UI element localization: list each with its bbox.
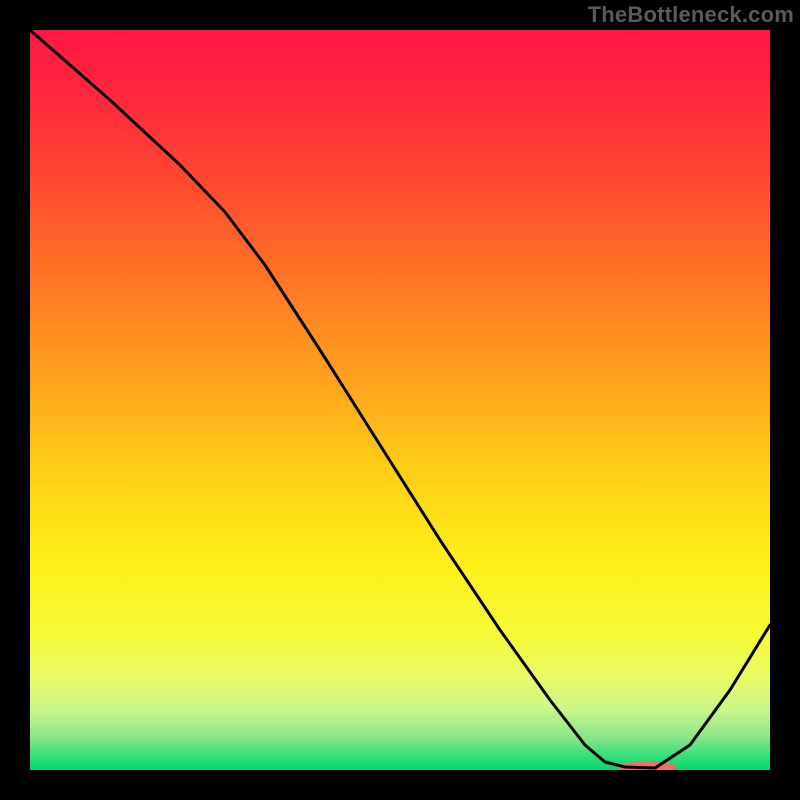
- chart-frame: TheBottleneck.com: [0, 0, 800, 800]
- bottleneck-curve-chart: [30, 30, 770, 770]
- plot-area: [30, 30, 770, 770]
- heat-gradient-background: [30, 30, 770, 770]
- watermark-text: TheBottleneck.com: [588, 2, 794, 28]
